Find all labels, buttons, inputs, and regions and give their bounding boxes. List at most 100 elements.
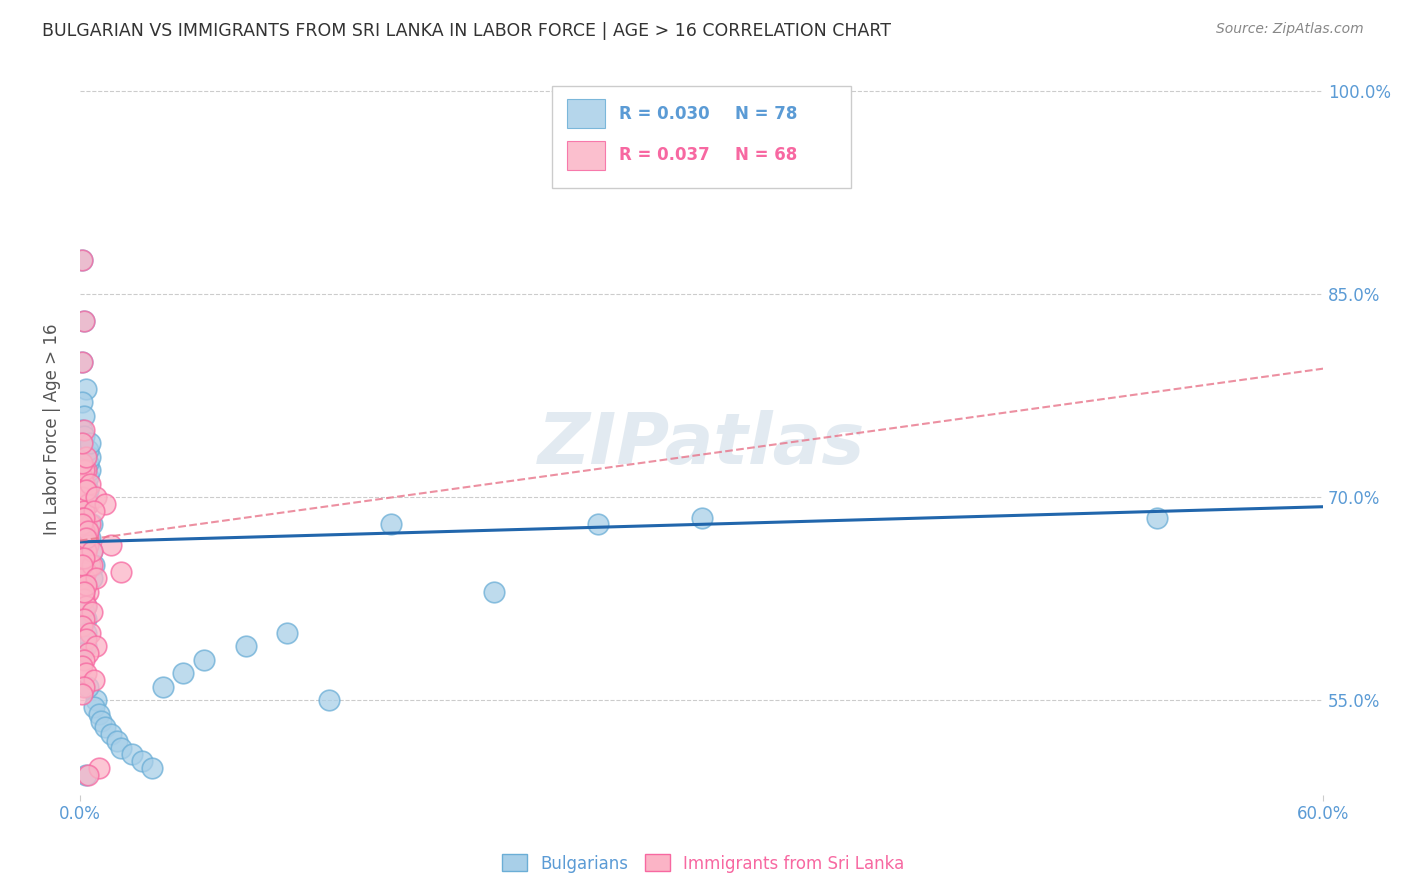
Point (73, 585, 96, 599)
Point (70, 436, 93, 450)
Point (73, 605, 96, 619)
Point (586, 517, 609, 532)
Point (73, 510, 96, 524)
Point (73, 551, 96, 566)
Point (70, 355, 93, 369)
Point (82, 544, 104, 558)
Point (75, 632, 97, 647)
Point (75, 544, 97, 558)
Point (70, 619, 93, 633)
Point (86, 639, 108, 653)
Point (73, 653, 96, 667)
Point (83, 700, 105, 714)
Point (100, 727, 122, 741)
Point (70, 504, 93, 518)
Point (100, 538, 122, 552)
Point (75, 544, 97, 558)
Point (83, 673, 105, 687)
Point (131, 754, 153, 768)
Point (75, 483, 97, 498)
Point (73, 314, 96, 328)
Point (105, 734, 128, 748)
Legend: Bulgarians, Immigrants from Sri Lanka: Bulgarians, Immigrants from Sri Lanka (495, 847, 911, 880)
Point (73, 572, 96, 586)
Text: ZIPatlas: ZIPatlas (538, 409, 865, 479)
Point (73, 524, 96, 538)
Point (79, 517, 101, 532)
Point (70, 517, 93, 532)
Point (75, 450, 97, 464)
Point (70, 517, 93, 532)
Point (73, 551, 96, 566)
Point (73, 510, 96, 524)
Point (75, 599, 97, 613)
Point (73, 463, 96, 477)
Point (70, 253, 93, 268)
Point (75, 625, 97, 640)
Point (70, 565, 93, 579)
Point (121, 747, 143, 762)
Point (70, 538, 93, 552)
Point (70, 463, 93, 477)
Point (82, 572, 104, 586)
FancyBboxPatch shape (567, 99, 605, 128)
Point (83, 504, 105, 518)
Point (70, 538, 93, 552)
Point (79, 450, 101, 464)
Point (141, 761, 163, 775)
Point (70, 558, 93, 572)
Point (87, 706, 110, 721)
Text: R = 0.030: R = 0.030 (620, 104, 710, 123)
Point (1146, 510, 1168, 524)
Point (75, 578, 97, 592)
Point (73, 314, 96, 328)
Point (87, 761, 110, 775)
Point (110, 740, 132, 755)
Point (75, 517, 97, 532)
Point (318, 693, 340, 707)
Point (73, 558, 96, 572)
Point (79, 463, 101, 477)
Point (77, 585, 100, 599)
Point (73, 591, 96, 606)
Point (70, 551, 93, 566)
Point (73, 585, 96, 599)
Point (75, 599, 97, 613)
Point (70, 646, 93, 660)
Point (73, 524, 96, 538)
Point (276, 625, 298, 640)
Point (73, 612, 96, 626)
Point (75, 463, 97, 477)
Point (77, 470, 100, 484)
Point (77, 680, 100, 694)
Point (75, 483, 97, 498)
Point (79, 531, 101, 545)
Point (70, 395, 93, 409)
Point (82, 517, 104, 532)
Point (70, 659, 93, 673)
Point (79, 436, 101, 450)
Text: Source: ZipAtlas.com: Source: ZipAtlas.com (1216, 22, 1364, 37)
Point (73, 409, 96, 423)
Point (70, 687, 93, 701)
Point (70, 423, 93, 437)
Point (70, 531, 93, 545)
Point (82, 605, 104, 619)
Point (77, 538, 100, 552)
Point (70, 531, 93, 545)
Point (86, 572, 108, 586)
Point (70, 591, 93, 606)
Point (77, 442, 100, 457)
Point (152, 680, 174, 694)
Point (77, 524, 100, 538)
FancyBboxPatch shape (553, 86, 851, 188)
Point (93, 497, 115, 511)
Point (172, 666, 194, 681)
Point (75, 768, 97, 782)
Point (73, 423, 96, 437)
Point (70, 470, 93, 484)
Point (77, 531, 100, 545)
Point (73, 632, 96, 647)
Point (75, 382, 97, 396)
Point (75, 490, 97, 504)
